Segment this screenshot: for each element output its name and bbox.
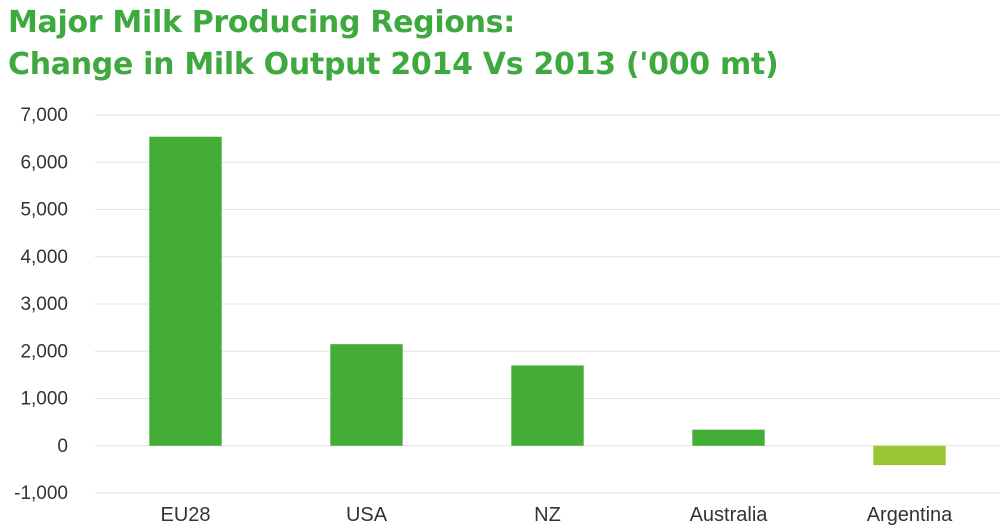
x-tick-label: NZ [534, 504, 561, 526]
bar-argentina [873, 445, 946, 466]
y-tick-label: 0 [57, 436, 68, 457]
chart-title-line-2: Change in Milk Output 2014 Vs 2013 ('000… [8, 47, 779, 82]
chart-title: Major Milk Producing Regions: Change in … [8, 2, 779, 86]
y-tick-label: 3,000 [20, 294, 68, 315]
y-tick-label: 7,000 [20, 105, 68, 126]
y-tick-label: 4,000 [20, 247, 68, 268]
bar-usa [330, 344, 403, 446]
bar-australia [692, 429, 765, 446]
bar-eu28 [149, 136, 222, 446]
x-tick-label: EU28 [160, 504, 210, 526]
y-tick-label: -1,000 [14, 483, 68, 504]
x-axis-labels: EU28 USA NZ Australia Argentina [160, 504, 953, 526]
x-tick-label: Australia [690, 504, 769, 526]
chart-title-line-1: Major Milk Producing Regions: [8, 5, 515, 40]
y-tick-label: 1,000 [20, 389, 68, 410]
y-tick-label: 5,000 [20, 200, 68, 221]
bar-nz [511, 365, 584, 446]
y-axis-ticks: 7,000 6,000 5,000 4,000 3,000 2,000 1,000 0 -1,0… [14, 105, 68, 504]
x-tick-label: Argentina [867, 504, 953, 526]
bars [149, 136, 946, 466]
y-tick-label: 2,000 [20, 341, 68, 362]
x-tick-label: USA [346, 504, 388, 526]
y-tick-label: 6,000 [20, 152, 68, 173]
